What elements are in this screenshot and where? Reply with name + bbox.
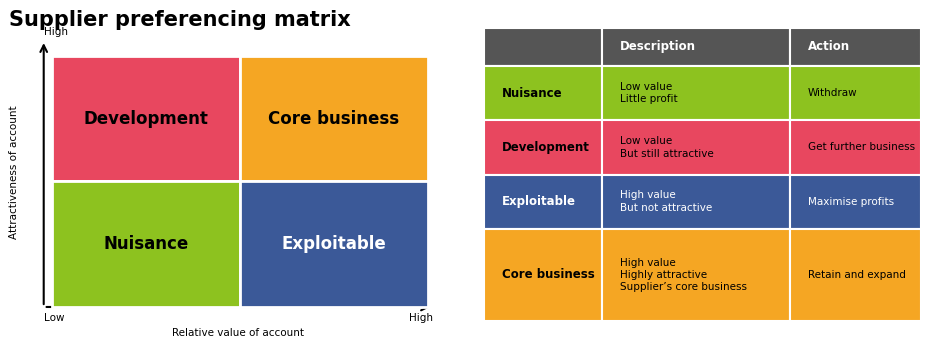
Bar	[240, 181, 428, 307]
Bar	[484, 174, 603, 229]
Bar	[790, 120, 921, 174]
Text: Low: Low	[43, 313, 64, 323]
Bar	[484, 66, 603, 120]
Bar	[790, 229, 921, 321]
Text: Low value
But still attractive: Low value But still attractive	[619, 136, 713, 158]
Bar	[52, 181, 240, 307]
Bar	[52, 56, 240, 181]
Text: Exploitable: Exploitable	[502, 195, 575, 208]
Text: Development: Development	[84, 110, 208, 128]
Text: Relative value of account: Relative value of account	[172, 327, 305, 337]
Bar	[790, 174, 921, 229]
Bar	[484, 120, 603, 174]
Text: Core business: Core business	[268, 110, 400, 128]
Text: Supplier preferencing matrix: Supplier preferencing matrix	[9, 10, 352, 30]
Bar	[603, 120, 790, 174]
Bar	[790, 66, 921, 120]
Text: Description: Description	[619, 40, 696, 53]
Text: Nuisance: Nuisance	[103, 235, 188, 253]
Bar	[603, 174, 790, 229]
Bar	[603, 66, 790, 120]
Text: Development: Development	[502, 141, 589, 154]
Text: Retain and expand: Retain and expand	[807, 270, 905, 280]
Text: Attractiveness of account: Attractiveness of account	[9, 105, 19, 239]
Text: Maximise profits: Maximise profits	[807, 196, 894, 207]
Text: Core business: Core business	[502, 268, 594, 281]
Text: High value
Highly attractive
Supplier’s core business: High value Highly attractive Supplier’s …	[619, 258, 746, 292]
Bar	[240, 56, 428, 181]
Bar	[603, 229, 790, 321]
Bar	[603, 28, 790, 66]
Bar	[484, 28, 603, 66]
Text: Action: Action	[807, 40, 850, 53]
Text: High: High	[409, 313, 432, 323]
Bar	[484, 229, 603, 321]
Text: High value
But not attractive: High value But not attractive	[619, 191, 712, 213]
Text: Withdraw: Withdraw	[807, 88, 857, 98]
Text: Low value
Little profit: Low value Little profit	[619, 82, 677, 104]
Text: Get further business: Get further business	[807, 142, 915, 153]
Text: Exploitable: Exploitable	[281, 235, 386, 253]
Text: High: High	[43, 27, 68, 37]
Bar	[790, 28, 921, 66]
Text: Nuisance: Nuisance	[502, 87, 562, 100]
